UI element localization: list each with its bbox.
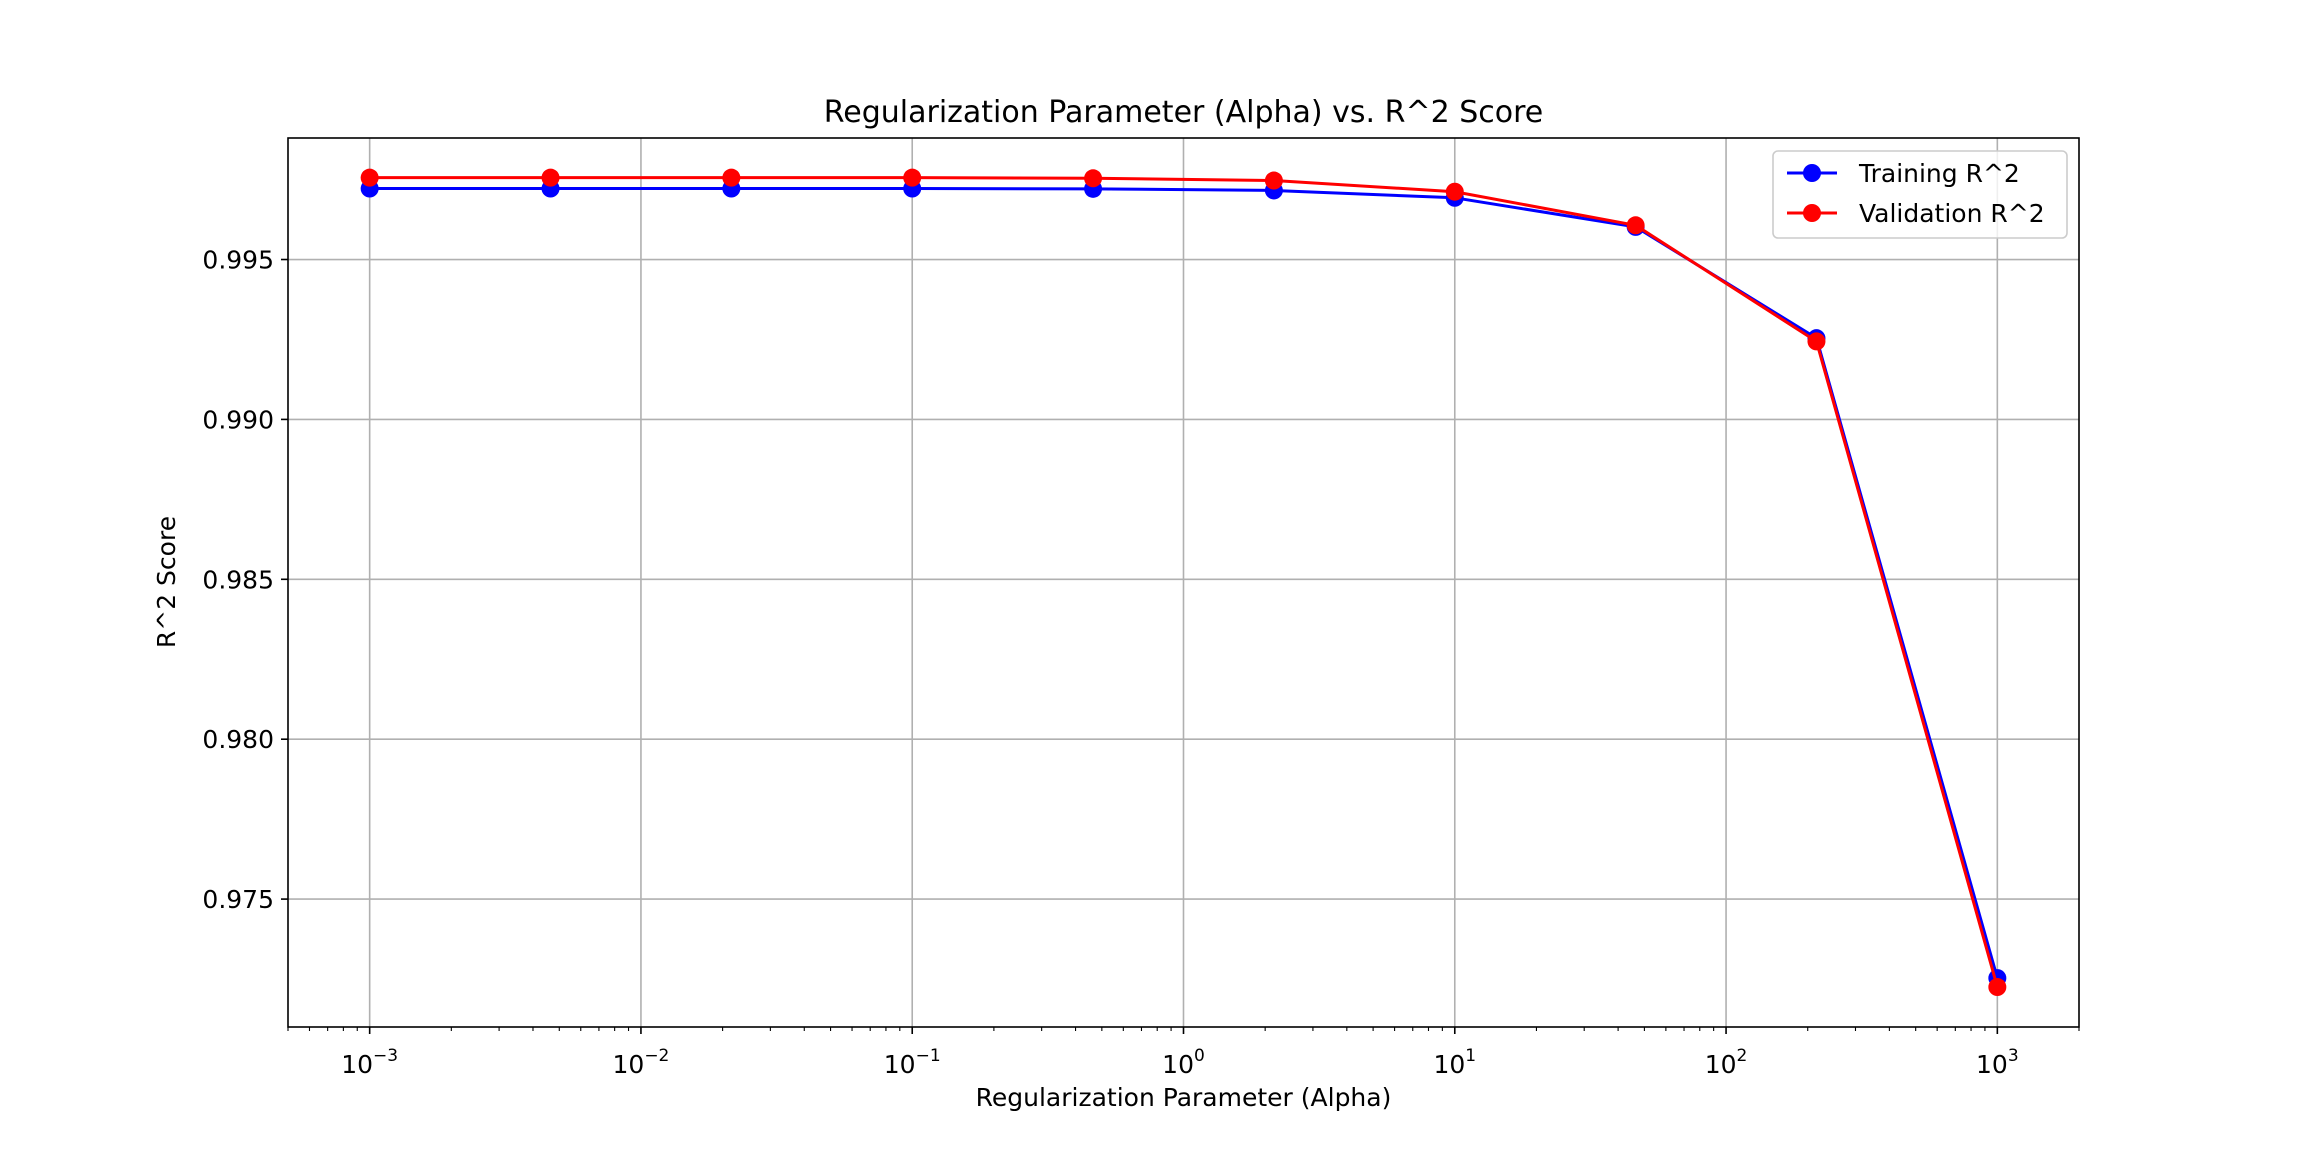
legend: Training R^2 Validation R^2 <box>1772 150 2068 239</box>
x-tick-label: 101 <box>1433 1046 1476 1079</box>
legend-marker-training <box>1803 164 1821 182</box>
data-point-validation <box>541 168 560 187</box>
y-tick-label: 0.990 <box>202 405 274 434</box>
legend-marker-validation <box>1803 204 1821 222</box>
axis-ticks: 10−3 10−2 10−1 100 101 102 103 0.975 0.980 0.985 0… <box>202 246 2080 1079</box>
series-line-validation <box>369 176 1999 988</box>
y-tick-label: 0.995 <box>202 246 274 275</box>
data-point-validation <box>360 168 379 187</box>
legend-label-validation: Validation R^2 <box>1859 199 2045 228</box>
data-point-validation <box>1807 332 1826 351</box>
data-point-validation <box>1626 216 1645 235</box>
x-axis-label: Regularization Parameter (Alpha) <box>976 1083 1392 1112</box>
data-point-validation <box>1264 171 1283 190</box>
data-point-validation <box>903 168 922 187</box>
x-tick-label: 10−1 <box>884 1046 941 1079</box>
x-tick-label: 10−2 <box>613 1046 670 1079</box>
legend-box <box>1772 150 2068 239</box>
grid <box>288 138 2079 1027</box>
y-tick-label: 0.980 <box>202 725 274 754</box>
y-axis-label: R^2 Score <box>152 516 181 648</box>
x-tick-label: 10−3 <box>341 1046 398 1079</box>
data-point-validation <box>1988 978 2007 997</box>
data-point-validation <box>1084 169 1103 188</box>
data-point-validation <box>1445 182 1464 201</box>
series-layer <box>360 168 2007 997</box>
y-tick-label: 0.985 <box>202 565 274 594</box>
x-tick-label: 103 <box>1976 1046 2019 1079</box>
y-tick-label: 0.975 <box>202 885 274 914</box>
chart-title: Regularization Parameter (Alpha) vs. R^2… <box>824 95 1543 130</box>
data-point-validation <box>722 168 741 187</box>
legend-label-training: Training R^2 <box>1858 159 2020 188</box>
x-tick-label: 100 <box>1162 1046 1205 1079</box>
x-tick-label: 102 <box>1705 1046 1748 1079</box>
